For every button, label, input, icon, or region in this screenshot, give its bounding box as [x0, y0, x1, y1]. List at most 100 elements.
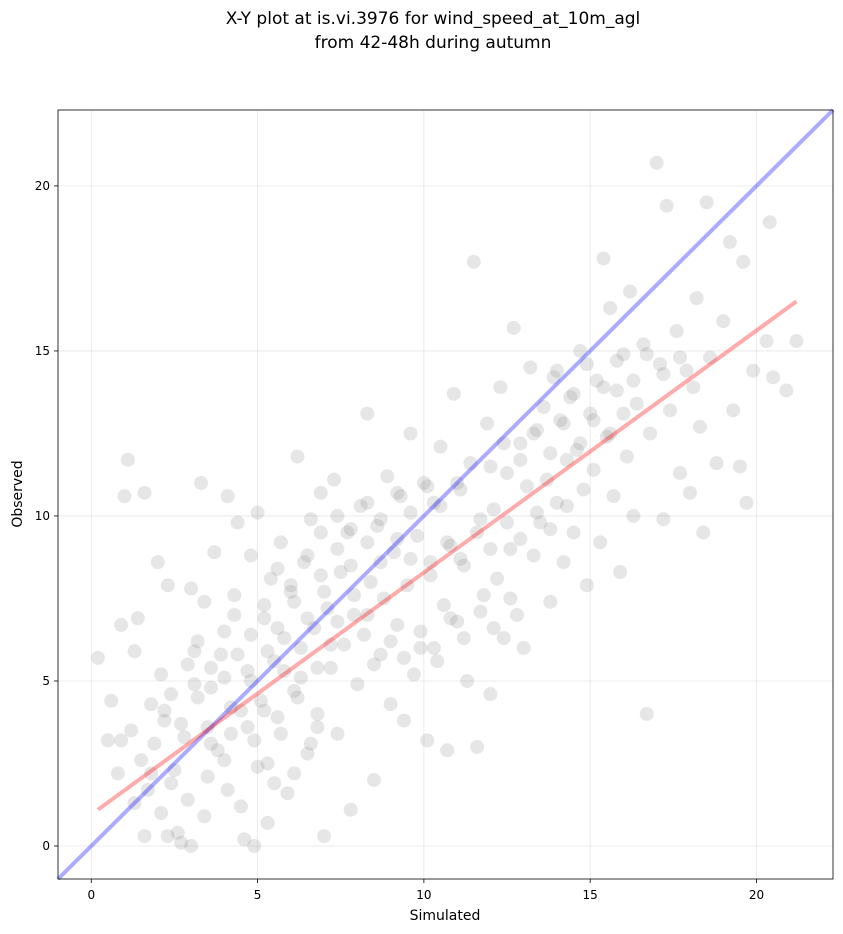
data-point — [403, 426, 418, 441]
data-point — [689, 291, 704, 306]
data-point — [164, 687, 179, 702]
data-point — [443, 538, 458, 553]
data-point — [323, 660, 338, 675]
data-point — [766, 370, 781, 385]
data-point — [420, 733, 435, 748]
data-point — [413, 624, 428, 639]
data-point — [496, 631, 511, 646]
data-point — [423, 555, 438, 570]
x-tick-label: 20 — [749, 888, 764, 902]
data-point — [623, 284, 638, 299]
data-point — [533, 515, 548, 530]
data-point — [343, 802, 358, 817]
data-point — [596, 251, 611, 266]
data-point — [596, 380, 611, 395]
data-point — [639, 347, 654, 362]
data-point — [456, 631, 471, 646]
data-point — [519, 479, 534, 494]
x-tick-label: 15 — [583, 888, 598, 902]
data-point — [164, 776, 179, 791]
data-point — [490, 571, 505, 586]
data-point — [556, 416, 571, 431]
data-point — [207, 545, 222, 560]
data-point — [383, 634, 398, 649]
data-point — [373, 647, 388, 662]
data-point — [446, 386, 461, 401]
data-point — [154, 805, 169, 820]
data-point — [230, 647, 245, 662]
data-point — [363, 574, 378, 589]
data-point — [303, 512, 318, 527]
data-point — [257, 598, 272, 613]
data-point — [323, 637, 338, 652]
data-point — [659, 198, 674, 213]
data-point — [603, 426, 618, 441]
data-point — [124, 723, 139, 738]
data-point — [350, 677, 365, 692]
data-point — [573, 436, 588, 451]
data-point — [672, 466, 687, 481]
data-point — [130, 611, 145, 626]
data-point — [516, 640, 531, 655]
x-axis-label: Simulated — [410, 908, 481, 924]
data-point — [543, 594, 558, 609]
data-point — [386, 545, 401, 560]
data-point — [300, 746, 315, 761]
data-point — [150, 555, 165, 570]
data-point — [669, 324, 684, 339]
data-point — [609, 353, 624, 368]
data-point — [170, 825, 185, 840]
data-point — [390, 617, 405, 632]
data-point — [663, 403, 678, 418]
x-tick-label: 0 — [87, 888, 95, 902]
data-point — [709, 456, 724, 471]
data-point — [426, 495, 441, 510]
data-point — [396, 650, 411, 665]
data-point — [366, 772, 381, 787]
data-point — [563, 390, 578, 405]
data-point — [144, 766, 159, 781]
data-point — [140, 782, 155, 797]
x-tick-label: 5 — [254, 888, 262, 902]
data-point — [260, 644, 275, 659]
data-point — [243, 548, 258, 563]
data-point — [433, 439, 448, 454]
data-point — [636, 337, 651, 352]
data-point — [200, 720, 215, 735]
data-point — [486, 621, 501, 636]
data-point — [177, 730, 192, 745]
data-point — [180, 657, 195, 672]
data-point — [599, 429, 614, 444]
data-point — [287, 594, 302, 609]
data-point — [480, 416, 495, 431]
data-point — [759, 334, 774, 349]
data-point — [496, 436, 511, 451]
data-point — [453, 482, 468, 497]
data-point — [230, 515, 245, 530]
data-point — [506, 320, 521, 335]
data-point — [370, 518, 385, 533]
data-point — [470, 525, 485, 540]
data-point — [376, 591, 391, 606]
data-point — [726, 403, 741, 418]
data-point — [672, 350, 687, 365]
data-point — [270, 710, 285, 725]
data-point — [167, 763, 182, 778]
y-tick-label: 0 — [42, 839, 50, 853]
data-point — [656, 512, 671, 527]
data-point — [503, 541, 518, 556]
data-point — [396, 713, 411, 728]
data-point — [127, 796, 142, 811]
data-point — [566, 386, 581, 401]
data-point — [779, 383, 794, 398]
data-point — [609, 383, 624, 398]
data-point — [260, 756, 275, 771]
data-point — [240, 664, 255, 679]
data-point — [187, 677, 202, 692]
data-point — [536, 400, 551, 415]
data-point — [343, 522, 358, 537]
data-point — [440, 535, 455, 550]
data-point — [154, 667, 169, 682]
data-point — [483, 541, 498, 556]
